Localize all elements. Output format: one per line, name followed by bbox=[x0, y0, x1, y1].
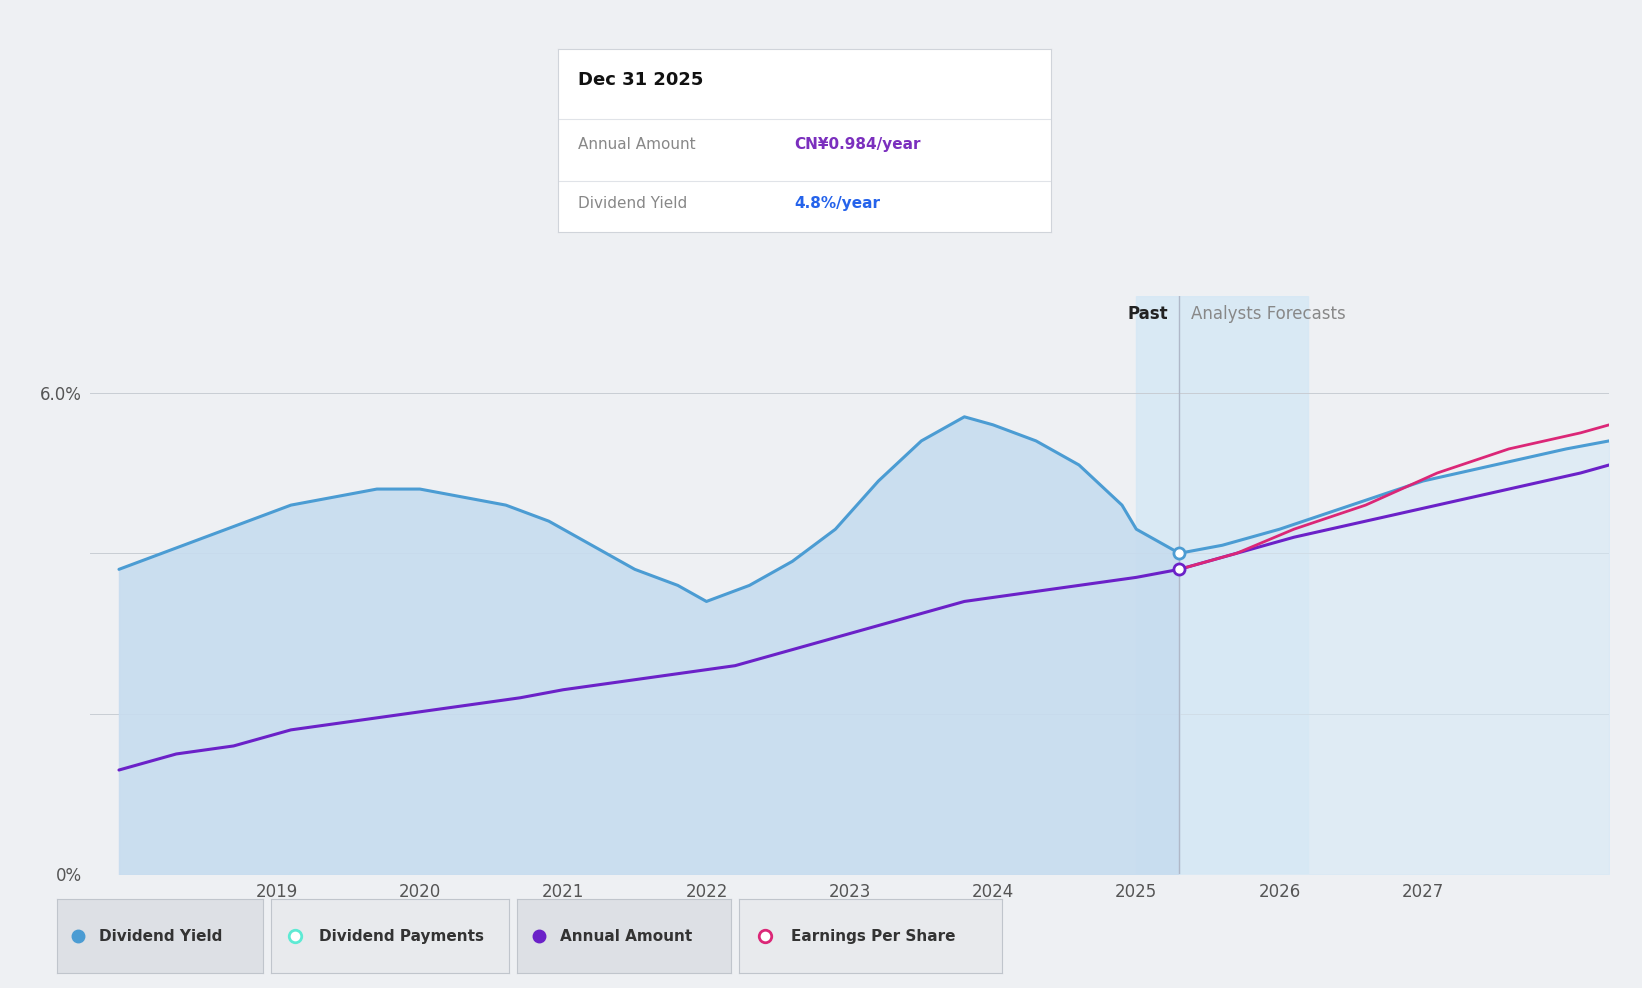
Text: Past: Past bbox=[1126, 305, 1167, 323]
Text: Dividend Yield: Dividend Yield bbox=[99, 929, 222, 944]
Text: Annual Amount: Annual Amount bbox=[578, 137, 696, 152]
Text: CN¥0.984/year: CN¥0.984/year bbox=[795, 137, 921, 152]
Text: Analysts Forecasts: Analysts Forecasts bbox=[1190, 305, 1345, 323]
Text: Dec 31 2025: Dec 31 2025 bbox=[578, 71, 703, 89]
Text: Dividend Payments: Dividend Payments bbox=[319, 929, 483, 944]
Text: Dividend Yield: Dividend Yield bbox=[578, 196, 688, 210]
Text: 4.8%/year: 4.8%/year bbox=[795, 196, 880, 210]
Text: Earnings Per Share: Earnings Per Share bbox=[791, 929, 956, 944]
Bar bbox=[1136, 296, 1309, 874]
Text: Annual Amount: Annual Amount bbox=[560, 929, 693, 944]
